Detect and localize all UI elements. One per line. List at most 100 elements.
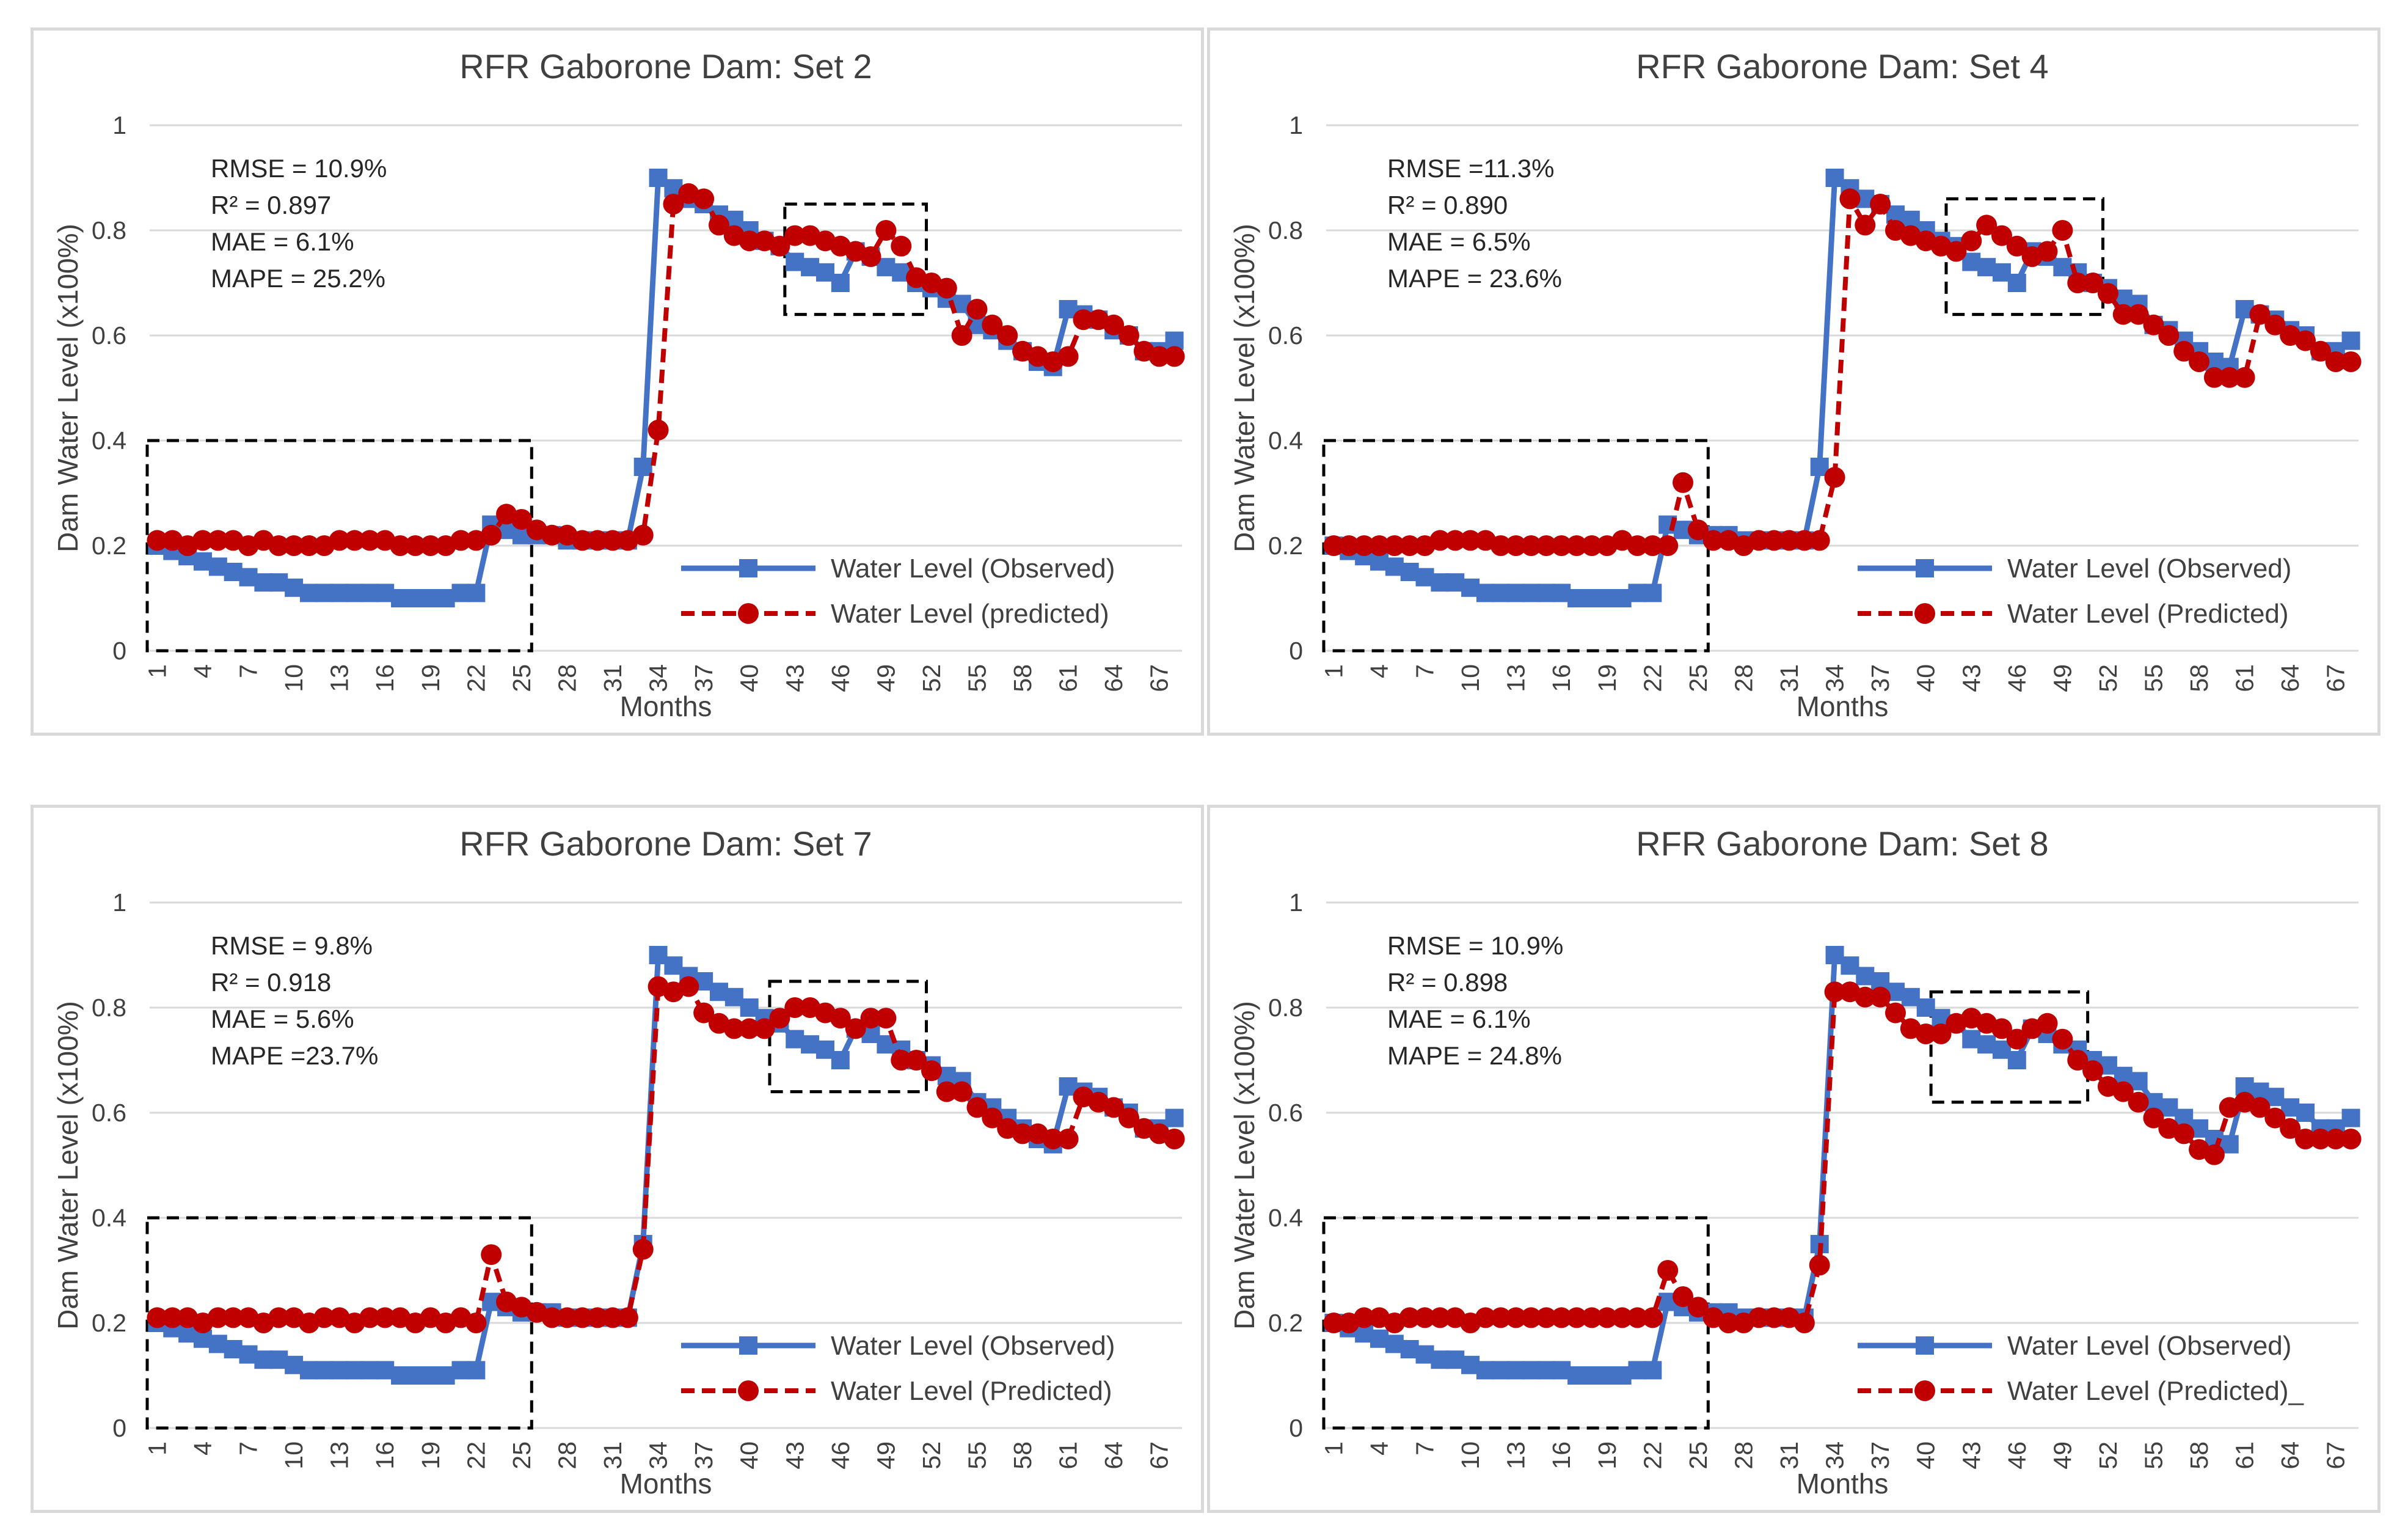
x-tick-label: 22 xyxy=(462,1441,490,1470)
x-tick-label: 4 xyxy=(189,1441,217,1456)
x-tick-label: 37 xyxy=(690,1441,718,1470)
predicted-point xyxy=(374,1307,396,1328)
x-tick-label: 25 xyxy=(1684,664,1712,692)
predicted-point xyxy=(921,1060,942,1082)
x-tick-label: 67 xyxy=(2322,664,2350,692)
x-tick-label: 64 xyxy=(2276,1441,2304,1470)
predicted-point xyxy=(860,1008,881,1029)
predicted-point xyxy=(951,1081,972,1102)
chart-title: RFR Gaborone Dam: Set 7 xyxy=(459,824,872,863)
predicted-point xyxy=(1673,472,1694,493)
predicted-point xyxy=(2249,304,2271,325)
predicted-point xyxy=(450,530,472,551)
chart-panel-set-2: 0 0.2 0.4 0.6 0.8 1 1 4 7 10 13 16 19 22 25 28 31 34 37 40 4… xyxy=(31,27,1204,736)
predicted-point xyxy=(1809,530,1830,551)
predicted-point xyxy=(1429,530,1451,551)
predicted-point xyxy=(1961,230,1982,252)
x-tick-label: 7 xyxy=(1411,664,1439,678)
metric-rmse: RMSE = 10.9% xyxy=(1387,931,1563,960)
predicted-point xyxy=(298,535,319,556)
metric-r2: R² = 0.897 xyxy=(211,191,331,219)
predicted-point xyxy=(572,1307,593,1328)
observed-point xyxy=(467,584,486,602)
x-tick-label: 64 xyxy=(1100,664,1128,692)
metric-mape: MAPE = 23.6% xyxy=(1387,264,1562,293)
y-axis-label: Dam Water Level (x100%) xyxy=(52,1001,84,1330)
x-tick-label: 37 xyxy=(1866,1441,1894,1470)
predicted-point xyxy=(1748,1307,1770,1328)
chart-panel-set-4: 0 0.2 0.4 0.6 0.8 1 1 4 7 10 13 16 19 22 25 28 31 34 37 40 4… xyxy=(1207,27,2381,736)
x-tick-label: 67 xyxy=(1145,664,1173,692)
x-tick-label: 22 xyxy=(1638,1441,1666,1470)
x-tick-label: 34 xyxy=(1821,1441,1849,1470)
predicted-point xyxy=(2082,273,2104,293)
chart-svg: 0 0.2 0.4 0.6 0.8 1 1 4 7 10 13 16 19 22 25 28 31 34 37 40 4… xyxy=(1228,47,2362,722)
x-tick-label: 19 xyxy=(1593,1441,1621,1470)
predicted-point xyxy=(2310,340,2331,362)
chart-panel-set-7: 0 0.2 0.4 0.6 0.8 1 1 4 7 10 13 16 19 22 25 28 31 34 37 40 4… xyxy=(31,805,1204,1513)
legend-item: Water Level (Predicted) xyxy=(681,1376,1112,1406)
observed-point xyxy=(831,1051,850,1069)
predicted-point xyxy=(1596,1307,1618,1328)
legend-swatch-marker xyxy=(738,603,759,624)
predicted-series-line xyxy=(157,984,1175,1325)
predicted-point xyxy=(1118,325,1140,346)
predicted-point xyxy=(2295,330,2316,351)
predicted-point xyxy=(1164,346,1185,367)
x-tick-label: 31 xyxy=(1775,664,1803,692)
predicted-point xyxy=(1642,1307,1663,1328)
x-tick-label: 34 xyxy=(1821,664,1849,692)
y-tick-label: 0.4 xyxy=(1268,1204,1303,1232)
x-tick-label: 28 xyxy=(553,1441,581,1470)
predicted-point xyxy=(1338,535,1360,556)
predicted-point xyxy=(1884,1002,1906,1024)
y-tick-label: 1 xyxy=(1289,888,1303,917)
predicted-point xyxy=(982,1107,1003,1129)
predicted-point xyxy=(587,1307,608,1328)
observed-point xyxy=(1643,1361,1662,1380)
predicted-point xyxy=(936,1081,957,1102)
predicted-point xyxy=(632,524,654,546)
x-tick-label: 52 xyxy=(918,664,946,692)
x-tick-label: 1 xyxy=(143,1441,171,1456)
predicted-point xyxy=(891,235,912,257)
x-tick-label: 49 xyxy=(872,664,900,692)
x-tick-label: 37 xyxy=(690,664,718,692)
x-tick-label: 16 xyxy=(1547,664,1575,692)
predicted-point xyxy=(845,1018,866,1039)
predicted-point xyxy=(587,530,608,551)
legend-label: Water Level (Predicted)_ xyxy=(2007,1376,2304,1406)
predicted-point xyxy=(693,1002,715,1024)
predicted-point xyxy=(2112,1081,2134,1102)
x-tick-label: 52 xyxy=(918,1441,946,1470)
legend-label: Water Level (Predicted) xyxy=(831,1376,1112,1406)
chart-title: RFR Gaborone Dam: Set 4 xyxy=(1636,47,2048,86)
predicted-point xyxy=(2310,1129,2331,1149)
predicted-point xyxy=(1057,1129,1079,1149)
predicted-point xyxy=(1323,535,1344,556)
y-tick-label: 0 xyxy=(112,637,126,665)
x-tick-label: 40 xyxy=(735,1441,764,1470)
predicted-point xyxy=(1627,1307,1648,1328)
x-tick-label: 7 xyxy=(235,664,263,678)
x-tick-label: 10 xyxy=(280,664,308,692)
x-axis-label: Months xyxy=(620,690,712,722)
chart-svg: 0 0.2 0.4 0.6 0.8 1 1 4 7 10 13 16 19 22 25 28 31 34 37 40 4… xyxy=(52,824,1185,1500)
predicted-point xyxy=(1148,346,1170,367)
predicted-point xyxy=(678,976,699,997)
metric-rmse: RMSE = 10.9% xyxy=(211,154,387,183)
predicted-point xyxy=(2097,283,2118,304)
predicted-point xyxy=(663,194,684,214)
predicted-point xyxy=(1946,241,1967,262)
y-tick-label: 0 xyxy=(1289,637,1303,665)
predicted-point xyxy=(404,535,426,556)
y-tick-label: 0.6 xyxy=(92,321,126,350)
x-tick-label: 46 xyxy=(826,664,855,692)
predicted-point xyxy=(2219,367,2240,388)
x-tick-label: 16 xyxy=(371,1441,399,1470)
observed-point xyxy=(633,458,652,476)
chart-title: RFR Gaborone Dam: Set 2 xyxy=(459,47,872,86)
x-tick-label: 19 xyxy=(417,1441,445,1470)
x-tick-label: 52 xyxy=(2094,664,2122,692)
predicted-point xyxy=(481,1244,502,1265)
